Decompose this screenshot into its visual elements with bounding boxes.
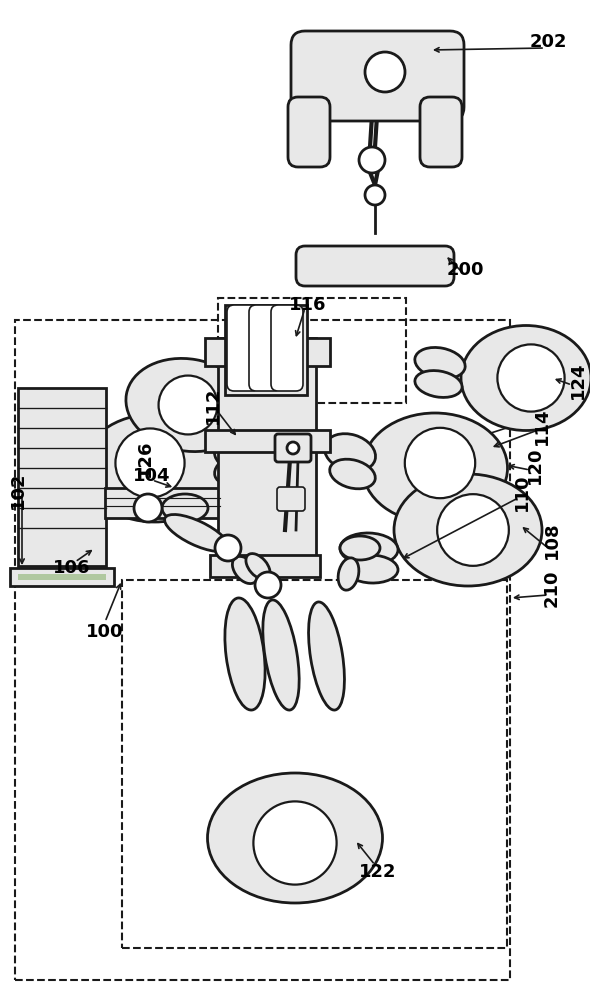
Circle shape: [287, 442, 299, 454]
Bar: [218, 298, 406, 403]
Text: 202: 202: [529, 33, 567, 51]
Circle shape: [365, 185, 385, 205]
Ellipse shape: [126, 358, 250, 452]
Bar: [205, 430, 330, 452]
Circle shape: [116, 428, 185, 498]
Bar: [122, 580, 507, 948]
Ellipse shape: [237, 394, 278, 434]
Bar: [105, 488, 220, 518]
Ellipse shape: [215, 429, 266, 469]
Ellipse shape: [244, 412, 280, 443]
FancyBboxPatch shape: [296, 246, 454, 286]
Text: 102: 102: [9, 471, 27, 509]
Circle shape: [437, 494, 509, 566]
Bar: [18, 388, 106, 566]
Bar: [225, 305, 307, 395]
Ellipse shape: [225, 598, 265, 710]
Ellipse shape: [83, 414, 228, 522]
Ellipse shape: [162, 494, 208, 522]
Bar: [10, 568, 114, 586]
Text: 210: 210: [543, 569, 561, 607]
Text: 200: 200: [446, 261, 484, 279]
Text: 122: 122: [359, 863, 396, 881]
Ellipse shape: [415, 347, 465, 379]
Ellipse shape: [165, 514, 228, 552]
Circle shape: [497, 344, 565, 412]
Text: 124: 124: [569, 361, 587, 399]
Text: 106: 106: [53, 559, 91, 577]
Text: 120: 120: [526, 446, 544, 484]
Ellipse shape: [345, 555, 398, 583]
Ellipse shape: [330, 459, 375, 489]
Bar: [205, 338, 330, 366]
Bar: [18, 574, 106, 580]
Ellipse shape: [324, 434, 375, 471]
Ellipse shape: [461, 326, 590, 430]
Ellipse shape: [208, 773, 382, 903]
Text: 110: 110: [513, 473, 531, 511]
FancyBboxPatch shape: [271, 305, 303, 391]
Circle shape: [134, 494, 162, 522]
Ellipse shape: [340, 536, 380, 560]
Ellipse shape: [362, 413, 507, 523]
Bar: [210, 555, 320, 577]
Text: 116: 116: [289, 296, 327, 314]
Ellipse shape: [394, 474, 542, 586]
Ellipse shape: [246, 554, 270, 579]
Text: 114: 114: [533, 407, 551, 445]
Circle shape: [255, 572, 281, 598]
Ellipse shape: [263, 600, 299, 710]
Circle shape: [215, 535, 241, 561]
Circle shape: [359, 147, 385, 173]
Text: 112: 112: [204, 386, 222, 424]
FancyBboxPatch shape: [227, 305, 259, 391]
FancyBboxPatch shape: [249, 305, 281, 391]
FancyBboxPatch shape: [288, 97, 330, 167]
Text: 126: 126: [136, 439, 154, 477]
Ellipse shape: [338, 558, 359, 590]
Circle shape: [405, 428, 475, 498]
Ellipse shape: [215, 455, 255, 485]
Ellipse shape: [415, 371, 462, 397]
Bar: [218, 338, 316, 576]
Circle shape: [159, 376, 218, 434]
Text: 100: 100: [86, 623, 124, 641]
FancyBboxPatch shape: [277, 487, 305, 511]
Bar: [15, 320, 510, 980]
Circle shape: [365, 52, 405, 92]
FancyBboxPatch shape: [275, 434, 311, 462]
Ellipse shape: [340, 533, 398, 565]
Ellipse shape: [232, 556, 258, 584]
Text: 104: 104: [133, 467, 171, 485]
Ellipse shape: [309, 602, 345, 710]
Text: 108: 108: [543, 521, 561, 559]
Circle shape: [253, 801, 337, 885]
FancyBboxPatch shape: [291, 31, 464, 121]
FancyBboxPatch shape: [420, 97, 462, 167]
